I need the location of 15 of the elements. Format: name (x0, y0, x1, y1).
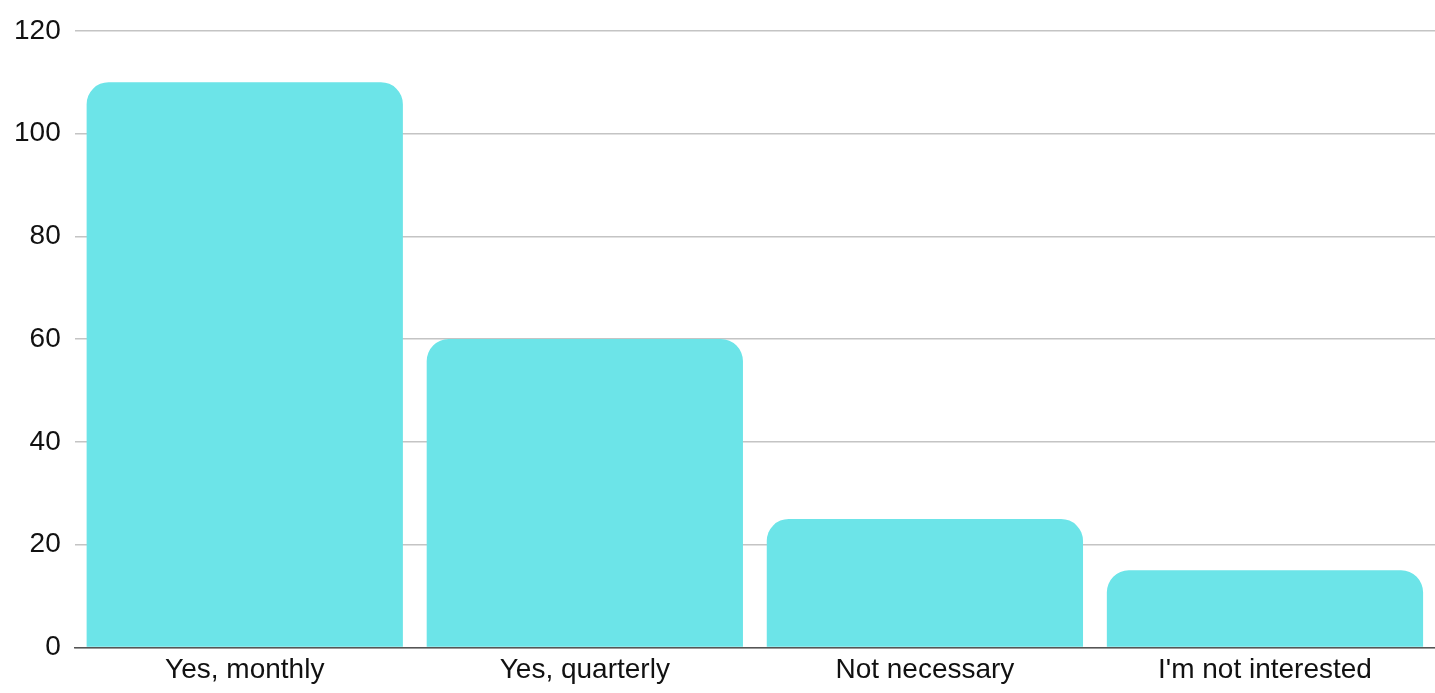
bar (426, 339, 743, 647)
x-tick-label: Yes, monthly (165, 652, 325, 684)
y-tick-label: 80 (29, 219, 61, 251)
y-tick-label: 60 (29, 321, 61, 353)
y-tick-label: 120 (14, 13, 61, 45)
x-tick-label: I'm not interested (1158, 652, 1372, 684)
y-tick-label: 100 (14, 116, 61, 148)
x-tick-label: Yes, quarterly (499, 652, 670, 684)
y-tick-label: 20 (29, 527, 61, 559)
bar (1106, 570, 1424, 647)
x-tick-label: Not necessary (835, 652, 1015, 684)
y-tick-label: 0 (45, 630, 61, 662)
y-tick-label: 40 (29, 424, 61, 456)
bar (766, 518, 1084, 647)
bar (86, 82, 403, 647)
